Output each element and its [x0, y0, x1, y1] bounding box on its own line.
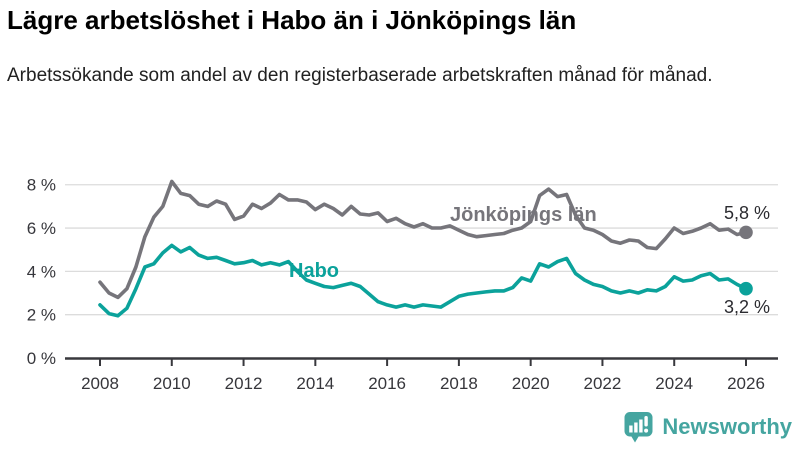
y-tick-label: 6 %: [27, 219, 56, 238]
x-tick-label: 2024: [655, 374, 693, 393]
page-subtitle: Arbetssökande som andel av den registerb…: [7, 65, 713, 86]
y-axis-labels: 0 % 2 % 4 % 6 % 8 %: [27, 176, 56, 368]
x-tick-label: 2014: [296, 374, 334, 393]
end-dot-jonkopings-lan: [739, 225, 753, 240]
end-value-label-habo: 3,2 %: [724, 297, 770, 317]
y-tick-label: 8 %: [27, 176, 56, 195]
y-tick-label: 2 %: [27, 306, 56, 325]
x-axis: 2008 2010 2012 2014 2016 2018 2020 2022 2024 2026: [65, 357, 778, 393]
newsworthy-logo-icon: [624, 412, 653, 443]
newsworthy-logo[interactable]: Newsworthy: [623, 411, 792, 443]
line-jonkopings-lan: [98, 179, 748, 300]
line-habo: [98, 243, 748, 318]
x-tick-label: 2026: [727, 374, 765, 393]
page-title: Lägre arbetslöshet i Habo än i Jönköping…: [7, 5, 577, 35]
end-dot-habo: [739, 281, 753, 296]
series-label-habo: Habo: [289, 260, 339, 282]
x-tick-label: 2020: [512, 374, 550, 393]
x-tick-label: 2018: [440, 374, 478, 393]
x-tick-label: 2016: [368, 374, 406, 393]
series-label-jonkopings-lan: Jönköpings län: [450, 204, 597, 226]
y-tick-label: 0 %: [27, 349, 56, 368]
x-tick-label: 2012: [225, 374, 263, 393]
x-tick-label: 2010: [153, 374, 191, 393]
series-lines: [98, 179, 753, 318]
x-tick-label: 2008: [81, 374, 119, 393]
newsworthy-logo-text: Newsworthy: [662, 414, 792, 439]
y-tick-label: 4 %: [27, 262, 56, 281]
gridlines: [65, 184, 778, 316]
x-tick-label: 2022: [584, 374, 622, 393]
end-value-label-jonkopings-lan: 5,8 %: [724, 203, 770, 223]
